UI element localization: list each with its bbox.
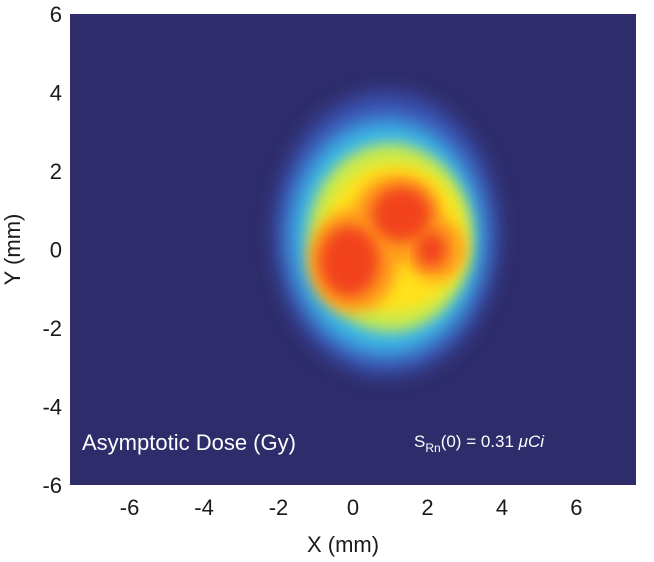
y-tick-label: 4 xyxy=(50,81,62,106)
y-tick-label: 0 xyxy=(50,238,62,263)
x-tick-label: -2 xyxy=(269,495,289,520)
y-tick-label: -2 xyxy=(42,316,62,341)
source-strength-subscript: Rn xyxy=(425,441,440,455)
hotspot-red-right xyxy=(416,231,447,268)
x-tick-label: 6 xyxy=(570,495,582,520)
x-tick-label: -6 xyxy=(120,495,140,520)
source-strength-value: (0) = 0.31 xyxy=(441,432,519,451)
y-tick-label: -4 xyxy=(42,395,62,420)
source-strength-annotation: SRn(0) = 0.31 μCi xyxy=(414,432,545,455)
source-strength-symbol: S xyxy=(414,432,425,451)
source-strength-unit: μCi xyxy=(518,432,546,451)
x-axis-ticks: -6 -4 -2 0 2 4 6 xyxy=(120,495,583,520)
x-tick-label: -4 xyxy=(194,495,214,520)
x-tick-label: 0 xyxy=(347,495,359,520)
heatmap-hotspot xyxy=(274,92,499,376)
dose-annotation: Asymptotic Dose (Gy) xyxy=(82,430,296,455)
y-tick-label: 6 xyxy=(50,2,62,27)
x-axis-label: X (mm) xyxy=(307,532,379,557)
y-tick-label: -6 xyxy=(42,473,62,498)
y-tick-label: 2 xyxy=(50,159,62,184)
x-tick-label: 4 xyxy=(496,495,508,520)
hotspot-red-top xyxy=(371,186,432,242)
x-tick-label: 2 xyxy=(421,495,433,520)
hotspot-red-left xyxy=(319,225,380,297)
y-axis-label: Y (mm) xyxy=(0,214,25,286)
y-axis-ticks: 6 4 2 0 -2 -4 -6 xyxy=(42,2,62,498)
